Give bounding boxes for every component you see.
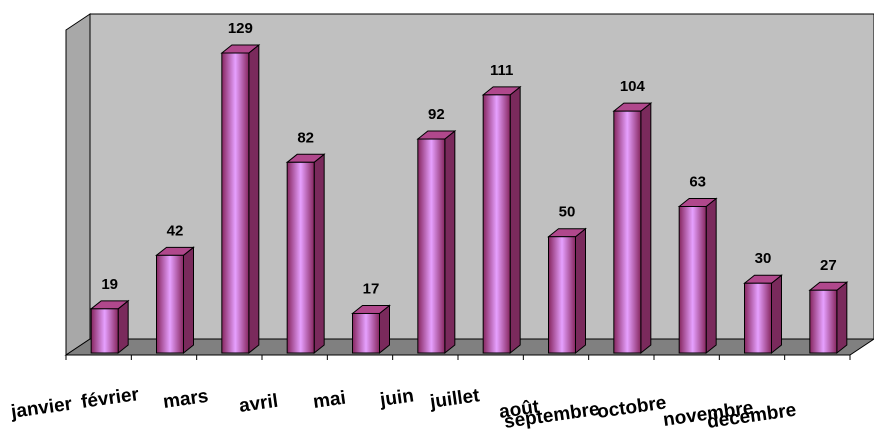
data-label: 104 <box>620 78 646 95</box>
bar <box>285 153 326 355</box>
bar <box>89 299 130 355</box>
bar <box>612 102 653 355</box>
bar-front <box>90 308 119 354</box>
bar <box>481 85 522 355</box>
data-label: 50 <box>559 204 576 221</box>
bar-side <box>313 153 325 355</box>
bar <box>155 246 195 355</box>
bar-side <box>575 227 586 355</box>
data-label: 19 <box>101 276 118 293</box>
category-label: octobre <box>596 392 668 422</box>
category-label: janvier <box>9 394 74 424</box>
bar-side <box>248 43 260 355</box>
category-label: avril <box>238 391 280 417</box>
bar <box>547 227 587 355</box>
data-label: 111 <box>490 62 513 79</box>
bar-side <box>117 299 129 355</box>
data-label: 30 <box>755 250 772 267</box>
data-label: 17 <box>363 280 380 297</box>
category-label: juillet <box>428 385 482 413</box>
bar-side <box>509 85 521 355</box>
bar-front <box>613 110 642 354</box>
bar-front <box>744 282 772 354</box>
category-label: mars <box>162 386 210 413</box>
bar-front <box>809 289 838 354</box>
data-label: 42 <box>167 222 184 239</box>
bar-side <box>771 274 782 355</box>
category-label: février <box>80 384 141 413</box>
side-wall <box>65 13 91 356</box>
bar <box>677 197 718 355</box>
data-label: 82 <box>297 129 314 146</box>
category-label: juin <box>378 385 415 411</box>
bar-front <box>417 138 446 354</box>
bar-front <box>221 52 250 354</box>
bar <box>220 43 261 355</box>
data-label: 129 <box>228 20 253 37</box>
bar-side <box>836 281 848 355</box>
bar-side <box>705 197 717 355</box>
bar <box>743 274 783 355</box>
chart-back-wall <box>64 13 874 360</box>
bar-front <box>286 161 315 354</box>
bar-front <box>482 94 511 354</box>
bar-side <box>444 130 456 355</box>
bar-front <box>156 254 184 354</box>
category-labels: janvier février mars avril mai juin juillet aoû… <box>9 384 798 430</box>
bar-front <box>548 236 576 354</box>
bar <box>416 130 457 355</box>
bar-side <box>183 246 194 355</box>
data-label: 27 <box>820 257 837 274</box>
bar-side <box>640 102 652 355</box>
bar-front <box>678 205 707 354</box>
category-label: mai <box>312 388 347 413</box>
bar-front <box>352 312 380 354</box>
bar <box>808 281 849 355</box>
data-label: 63 <box>689 173 706 190</box>
bar <box>351 304 391 355</box>
bars: 19 42 129 82 17 92 111 50 104 63 30 27 <box>89 20 849 355</box>
data-label: 92 <box>428 106 445 123</box>
